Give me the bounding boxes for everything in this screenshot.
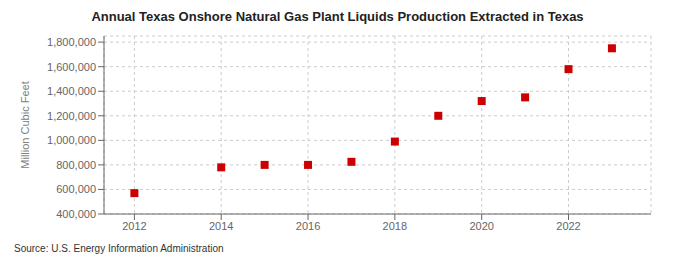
svg-text:600,000: 600,000: [56, 183, 96, 195]
svg-text:1,200,000: 1,200,000: [47, 110, 96, 122]
svg-text:2012: 2012: [122, 220, 146, 232]
svg-text:800,000: 800,000: [56, 159, 96, 171]
svg-text:1,400,000: 1,400,000: [47, 85, 96, 97]
svg-text:2014: 2014: [209, 220, 233, 232]
svg-text:2016: 2016: [296, 220, 320, 232]
svg-text:1,000,000: 1,000,000: [47, 134, 96, 146]
svg-text:1,800,000: 1,800,000: [47, 36, 96, 48]
svg-text:1,600,000: 1,600,000: [47, 61, 96, 73]
html-text:Annual Texas Onshore Natural G: Annual Texas Onshore Natural Gas Plant L…: [91, 9, 584, 24]
svg-text:Million Cubic Feet: Million Cubic Feet: [19, 81, 31, 168]
svg-text:2020: 2020: [469, 220, 493, 232]
html-text:Source: U.S. Energy Informatio: Source: U.S. Energy Information Administ…: [14, 243, 224, 254]
svg-text:2022: 2022: [556, 220, 580, 232]
svg-text:2018: 2018: [383, 220, 407, 232]
svg-text:400,000: 400,000: [56, 208, 96, 220]
